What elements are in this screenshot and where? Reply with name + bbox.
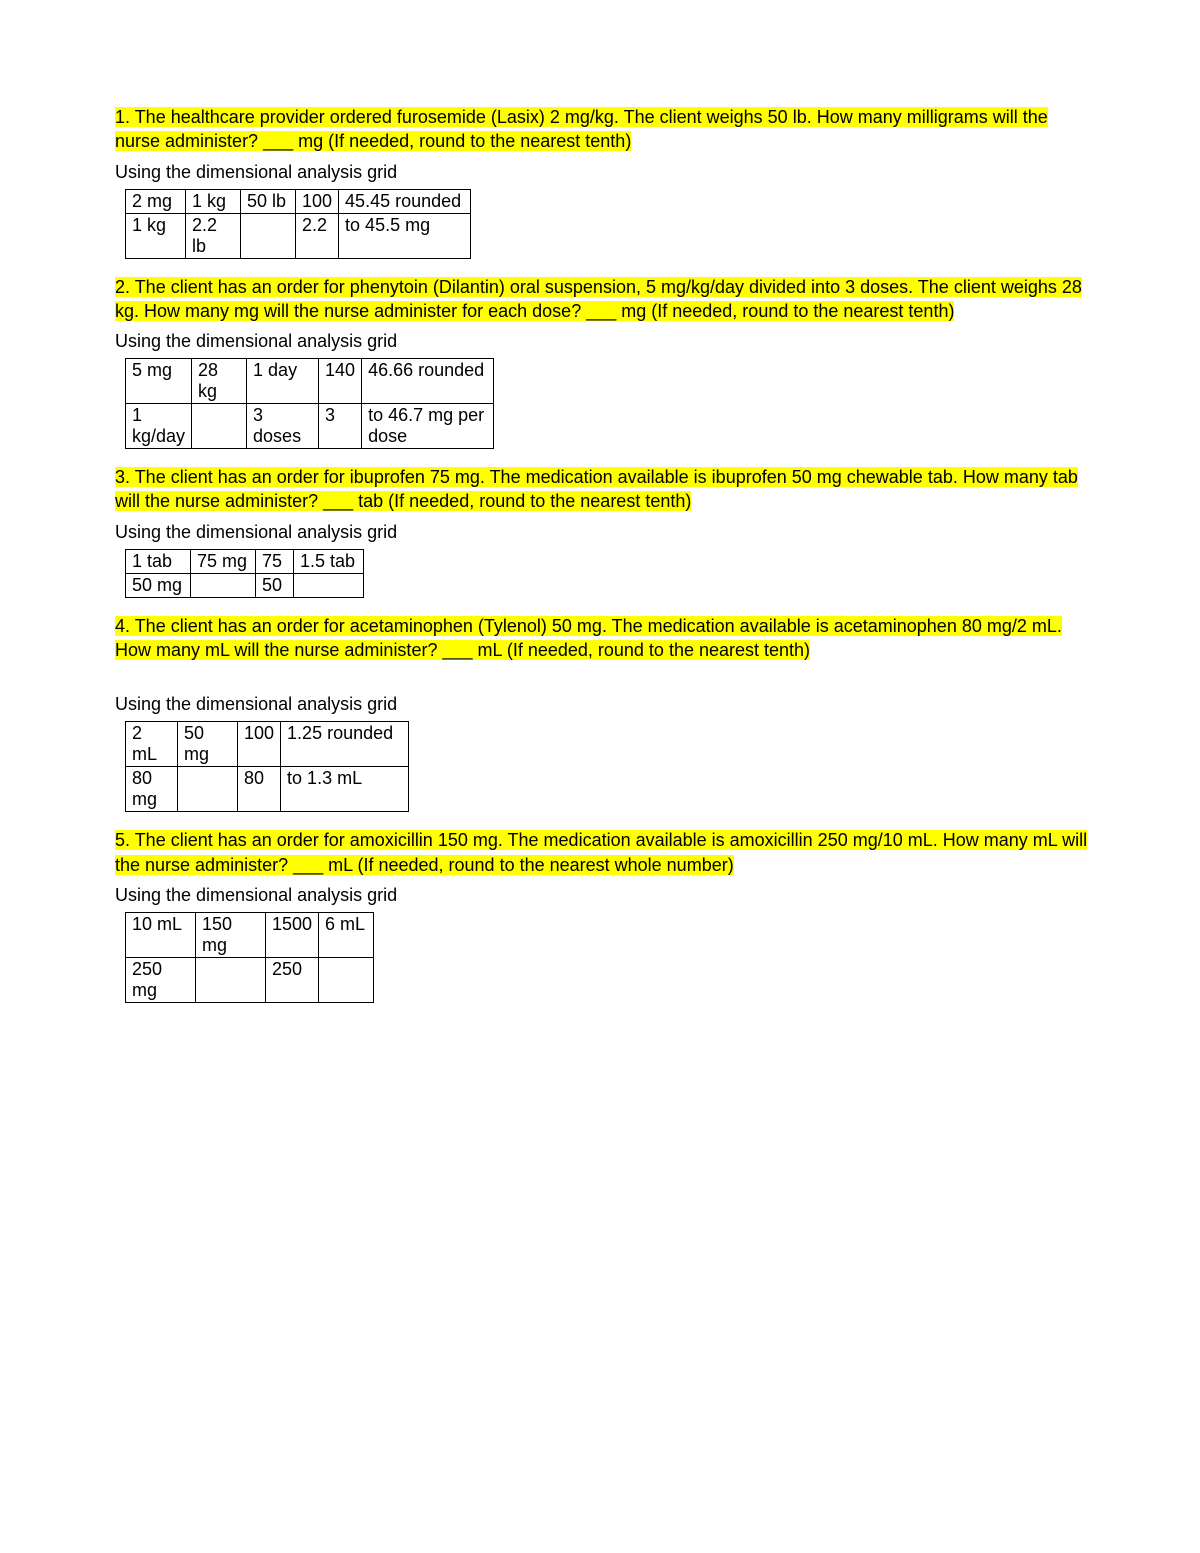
cell: 2 mg — [126, 189, 186, 213]
cell: 140 — [319, 359, 362, 404]
cell: 3 doses — [247, 404, 319, 449]
cell: 250 — [266, 957, 319, 1002]
cell: 6 mL — [319, 912, 374, 957]
cell: to 45.5 mg — [339, 213, 471, 258]
cell: 10 mL — [126, 912, 196, 957]
subhead-2: Using the dimensional analysis grid — [115, 331, 1095, 352]
cell: 250 mg — [126, 957, 196, 1002]
cell: 50 — [256, 573, 294, 597]
cell: 45.45 rounded — [339, 189, 471, 213]
cell: 80 mg — [126, 767, 178, 812]
cell: 2.2 lb — [186, 213, 241, 258]
cell: 1 kg — [186, 189, 241, 213]
cell — [196, 957, 266, 1002]
table-row: 2 mL 50 mg 100 1.25 rounded — [126, 722, 409, 767]
grid-3: 1 tab 75 mg 75 1.5 tab 50 mg 50 — [125, 549, 364, 598]
table-row: 80 mg 80 to 1.3 mL — [126, 767, 409, 812]
cell: 100 — [296, 189, 339, 213]
question-2-text: 2. The client has an order for phenytoin… — [115, 277, 1082, 321]
cell: 100 — [238, 722, 281, 767]
question-4: 4. The client has an order for acetamino… — [115, 614, 1095, 663]
cell: 50 mg — [126, 573, 191, 597]
cell: 1 day — [247, 359, 319, 404]
table-row: 5 mg 28 kg 1 day 140 46.66 rounded — [126, 359, 494, 404]
grid-4: 2 mL 50 mg 100 1.25 rounded 80 mg 80 to … — [125, 721, 409, 812]
spacer — [115, 668, 1095, 686]
question-5-text: 5. The client has an order for amoxicill… — [115, 830, 1087, 874]
cell: 50 mg — [178, 722, 238, 767]
cell: 3 — [319, 404, 362, 449]
grid-5: 10 mL 150 mg 1500 6 mL 250 mg 250 — [125, 912, 374, 1003]
question-5: 5. The client has an order for amoxicill… — [115, 828, 1095, 877]
question-4-text: 4. The client has an order for acetamino… — [115, 616, 1062, 660]
cell: 75 — [256, 549, 294, 573]
question-2: 2. The client has an order for phenytoin… — [115, 275, 1095, 324]
cell — [319, 957, 374, 1002]
table-row: 2 mg 1 kg 50 lb 100 45.45 rounded — [126, 189, 471, 213]
subhead-1: Using the dimensional analysis grid — [115, 162, 1095, 183]
cell: to 1.3 mL — [281, 767, 409, 812]
cell: 1.5 tab — [294, 549, 364, 573]
question-1: 1. The healthcare provider ordered furos… — [115, 105, 1095, 154]
table-row: 50 mg 50 — [126, 573, 364, 597]
cell: 50 lb — [241, 189, 296, 213]
question-1-text: 1. The healthcare provider ordered furos… — [115, 107, 1048, 151]
cell: 28 kg — [192, 359, 247, 404]
cell: 5 mg — [126, 359, 192, 404]
cell — [294, 573, 364, 597]
cell: 2.2 — [296, 213, 339, 258]
cell: 1 kg/day — [126, 404, 192, 449]
question-3: 3. The client has an order for ibuprofen… — [115, 465, 1095, 514]
cell — [178, 767, 238, 812]
cell: 150 mg — [196, 912, 266, 957]
cell — [192, 404, 247, 449]
cell — [241, 213, 296, 258]
table-row: 10 mL 150 mg 1500 6 mL — [126, 912, 374, 957]
cell: 80 — [238, 767, 281, 812]
cell: 1 tab — [126, 549, 191, 573]
subhead-5: Using the dimensional analysis grid — [115, 885, 1095, 906]
grid-1: 2 mg 1 kg 50 lb 100 45.45 rounded 1 kg 2… — [125, 189, 471, 259]
cell: to 46.7 mg per dose — [362, 404, 494, 449]
document-page: 1. The healthcare provider ordered furos… — [0, 0, 1200, 1553]
cell: 1 kg — [126, 213, 186, 258]
table-row: 1 tab 75 mg 75 1.5 tab — [126, 549, 364, 573]
table-row: 1 kg 2.2 lb 2.2 to 45.5 mg — [126, 213, 471, 258]
question-3-text: 3. The client has an order for ibuprofen… — [115, 467, 1078, 511]
cell: 46.66 rounded — [362, 359, 494, 404]
subhead-4: Using the dimensional analysis grid — [115, 694, 1095, 715]
subhead-3: Using the dimensional analysis grid — [115, 522, 1095, 543]
cell: 75 mg — [191, 549, 256, 573]
cell: 1500 — [266, 912, 319, 957]
cell: 2 mL — [126, 722, 178, 767]
table-row: 1 kg/day 3 doses 3 to 46.7 mg per dose — [126, 404, 494, 449]
cell: 1.25 rounded — [281, 722, 409, 767]
grid-2: 5 mg 28 kg 1 day 140 46.66 rounded 1 kg/… — [125, 358, 494, 449]
table-row: 250 mg 250 — [126, 957, 374, 1002]
cell — [191, 573, 256, 597]
